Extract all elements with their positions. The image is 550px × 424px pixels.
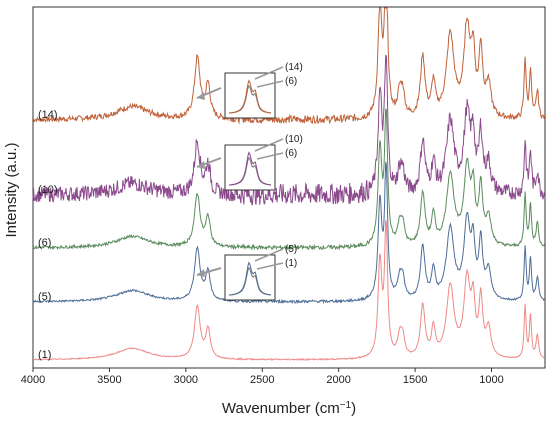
inset-label-bottom: (6) xyxy=(285,76,297,87)
x-tick-label: 1000 xyxy=(479,374,503,386)
x-tick-label: 1500 xyxy=(403,374,427,386)
inset-label-top: (10) xyxy=(285,134,303,145)
inset-label-bottom: (6) xyxy=(285,148,297,159)
inset-pointer-top xyxy=(254,66,284,80)
inset-frame xyxy=(224,254,276,301)
x-axis-title-sup: −1 xyxy=(340,400,352,411)
plot-frame xyxy=(32,6,546,369)
inset-label-top: (5) xyxy=(285,244,297,255)
inset-arrow-head xyxy=(197,161,205,169)
x-tick-label: 3000 xyxy=(174,374,198,386)
x-axis-title-close: ) xyxy=(351,400,356,417)
x-axis-title-main: Wavenumber (cm xyxy=(222,400,340,417)
inset-frame xyxy=(224,144,276,191)
inset-arrow-head xyxy=(197,269,205,277)
inset-label-top: (14) xyxy=(285,62,303,73)
series-line xyxy=(32,54,546,206)
series-labels: (14) (10) (6) (5) (1) xyxy=(38,109,58,361)
series-line xyxy=(33,220,545,362)
series-line xyxy=(32,161,546,305)
series-line xyxy=(32,7,546,125)
series-label: (10) xyxy=(38,184,58,196)
series-label: (6) xyxy=(38,237,51,249)
x-tick-label: 2500 xyxy=(250,374,274,386)
inset-trace xyxy=(228,261,272,296)
inset-box: (10) (6) xyxy=(196,134,303,191)
inset-box: (5)(1) xyxy=(196,244,297,301)
inset-trace xyxy=(228,79,272,114)
x-tick-label: 2000 xyxy=(326,374,350,386)
x-tick-label: 4000 xyxy=(21,374,45,386)
inset-pointer-bottom xyxy=(256,152,284,160)
inset-trace xyxy=(228,151,272,186)
series-line xyxy=(32,108,546,251)
x-tick-label: 3500 xyxy=(97,374,121,386)
inset-frame xyxy=(224,72,276,119)
inset-pointer-top xyxy=(254,248,284,262)
inset-arrow-head xyxy=(197,92,205,100)
inset-label-bottom: (1) xyxy=(285,258,297,269)
inset-pointer-top xyxy=(254,138,284,152)
insets: (14)(6)(10)(6)(5)(1) xyxy=(196,62,303,301)
inset-box: (14) (6) xyxy=(196,62,303,119)
series-lines xyxy=(32,7,546,362)
x-axis-ticks: 4000 3500 3000 2500 2000 1500 1000 xyxy=(21,368,504,386)
series-label: (1) xyxy=(38,349,51,361)
series-label: (5) xyxy=(38,291,51,303)
series-label: (14) xyxy=(38,109,58,121)
inset-pointer-bottom xyxy=(256,80,284,88)
inset-pointer-bottom xyxy=(256,262,284,270)
x-axis-title: Wavenumber (cm−1) xyxy=(222,400,356,417)
y-axis-title: Intensity (a.u.) xyxy=(3,142,20,237)
